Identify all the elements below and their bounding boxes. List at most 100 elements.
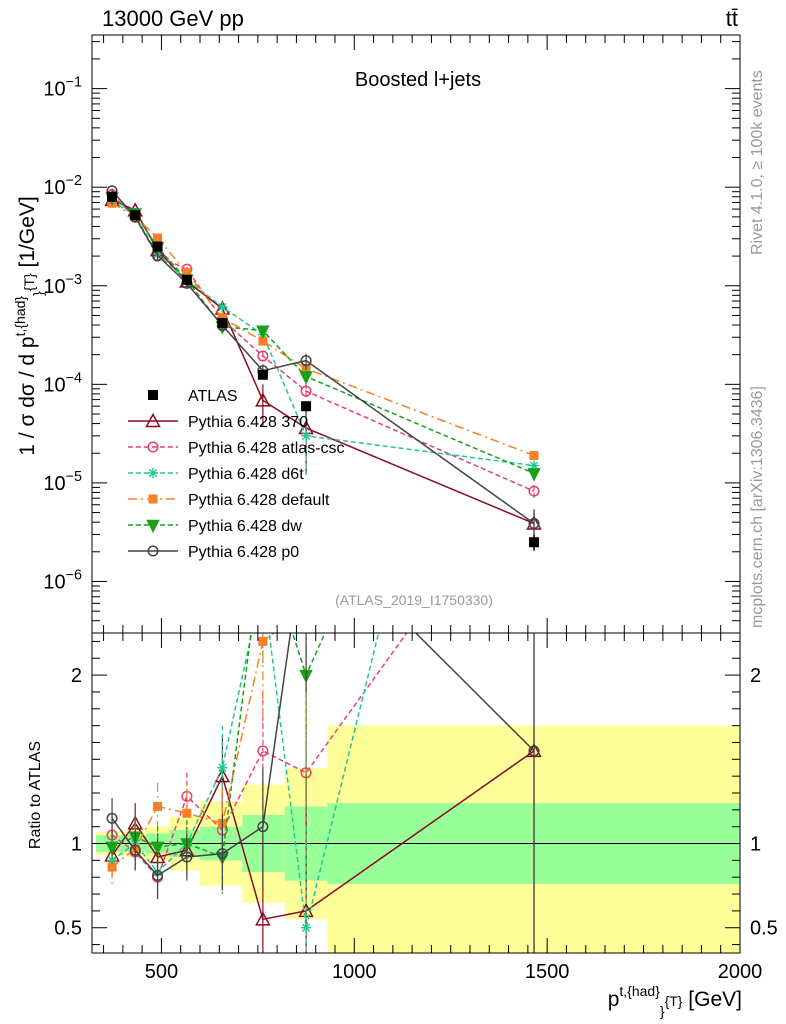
ratio-y-tick-label: 0.5 (750, 918, 778, 940)
ratio-y-tick-label: 1 (71, 834, 82, 856)
series-6-ratio-point (301, 519, 311, 529)
series-3-ratio-point (529, 0, 539, 6)
series-6-ratio-line (111, 633, 535, 877)
series-5-main-point (256, 325, 270, 339)
series-6-ratio-point (152, 869, 164, 882)
series-3-main-point (301, 430, 312, 441)
series-5-ratio-line (111, 633, 326, 859)
series-3-ratio-point (217, 762, 228, 773)
series-4-ratio-point (153, 801, 163, 811)
series-2-ratio-point (257, 745, 269, 757)
series-5-main-point (299, 371, 313, 385)
series-4-main-point (182, 268, 192, 278)
legend-label: Pythia 6.428 370 (188, 414, 308, 431)
legend-label: ATLAS (188, 388, 238, 405)
series-6-ratio-point (181, 851, 193, 863)
series-3-ratio-point-stroke (259, 579, 266, 586)
series-2-main-line (111, 194, 535, 492)
series-3-ratio-point (258, 577, 268, 587)
ratio-panel: 0.5 0.5 1 1 2 2 500 1000 1500 2000 Ratio to ATLA… (27, 0, 778, 1019)
analysis-label: (ATLAS_2019_I1750330) (335, 592, 493, 608)
series-1-main-line (111, 199, 535, 525)
series-3-ratio-point-stroke (301, 923, 311, 932)
series-6-main-point (300, 355, 312, 367)
series-6-ratio-point (257, 821, 269, 833)
series-4-main-line (111, 202, 535, 457)
x-tick-label: 1500 (525, 961, 570, 983)
mcplots-label: mcplots.cern.ch [arXiv:1306.3436] (749, 386, 766, 628)
series-4-ratio-point (302, 603, 311, 612)
legend-marker (147, 441, 159, 453)
ratio-y-axis-label: Ratio to ATLAS (27, 741, 44, 849)
legend-marker (148, 494, 158, 504)
series-6-main-line (111, 190, 535, 525)
ratio-y-tick-label: 1 (750, 834, 761, 856)
legend-marker (148, 390, 158, 400)
atlas-point (257, 369, 268, 380)
atlas-point (301, 401, 312, 412)
ratio-y-tick-label: 0.5 (54, 918, 82, 940)
series-2-main-point (257, 350, 269, 362)
series-3-main-point-stroke (529, 461, 539, 470)
series-3-main-point-stroke (218, 302, 227, 312)
series-2-main-point (528, 485, 540, 497)
legend-label: Pythia 6.428 d6t (188, 466, 304, 483)
x-axis-label: pt,{had}}{T} [GeV] (608, 983, 742, 1019)
y-tick-label: 10−4 (43, 370, 82, 396)
series-2-ratio-line (111, 633, 408, 879)
y-tick-label: 10−2 (43, 173, 82, 199)
series-6-main-point (528, 517, 540, 530)
series-4-main-point (153, 233, 163, 243)
series-5-main-line (111, 196, 535, 475)
series-6-ratio-point (216, 848, 228, 860)
ratio-y-tick-label: 2 (71, 665, 82, 687)
legend-marker (148, 468, 158, 478)
series-5-ratio-point (105, 841, 119, 856)
series-6-ratio-point (129, 844, 141, 856)
x-tick-label: 2000 (718, 961, 763, 983)
y-tick-label: 10−3 (43, 272, 82, 298)
series-5-ratio-point (529, 165, 540, 176)
series-4-ratio-point (182, 808, 192, 818)
series-6-ratio-point (106, 812, 118, 824)
legend-marker (145, 412, 161, 428)
series-1-main-point (255, 392, 271, 407)
x-tick-label: 500 (145, 961, 178, 983)
series-3-ratio-point (301, 922, 312, 933)
series-5-main-point (527, 468, 541, 482)
chart-title: Boosted l+jets (355, 69, 481, 91)
series-3-main-point-stroke (301, 431, 311, 440)
rivet-version-label: Rivet 4.1.0, ≥ 100k events (749, 70, 766, 255)
y-tick-label: 10−5 (43, 469, 82, 495)
atlas-point (107, 191, 118, 202)
series-4-main-point (258, 336, 268, 346)
series-6-ratio-point (528, 745, 540, 757)
process-label: tt̄ (726, 6, 738, 31)
legend-label: Pythia 6.428 p0 (188, 544, 299, 561)
legend-marker-stroke (148, 468, 158, 478)
x-tick-label: 1000 (332, 961, 377, 983)
legend-label: Pythia 6.428 atlas-csc (188, 440, 345, 457)
series-3-ratio-point-stroke (259, 579, 266, 586)
series-4-ratio-point (258, 636, 268, 646)
series-3-main-point (217, 301, 228, 312)
legend-label: Pythia 6.428 dw (188, 518, 302, 535)
atlas-point (181, 274, 192, 285)
atlas-point (130, 210, 141, 221)
series-4-ratio-point (107, 862, 117, 872)
y-tick-label: 10−1 (43, 75, 82, 101)
series-3-main-line (111, 200, 535, 467)
y-tick-label: 10−6 (43, 567, 82, 593)
series-3-ratio-point-stroke (218, 763, 227, 772)
legend-label: Pythia 6.428 default (188, 492, 330, 509)
legend: ATLAS Pythia 6.428 370 Pythia 6.428 atlas-… (128, 388, 345, 561)
atlas-point (152, 241, 163, 252)
legend-marker (146, 519, 160, 534)
atlas-point (529, 537, 540, 548)
legend-marker (147, 545, 159, 557)
series-2-main-point (300, 385, 312, 397)
ratio-y-tick-label: 2 (750, 665, 761, 687)
main-panel: 10−610−510−410−310−210−1 Boosted l+jets … (12, 34, 741, 634)
series-5-ratio-point (150, 841, 165, 856)
